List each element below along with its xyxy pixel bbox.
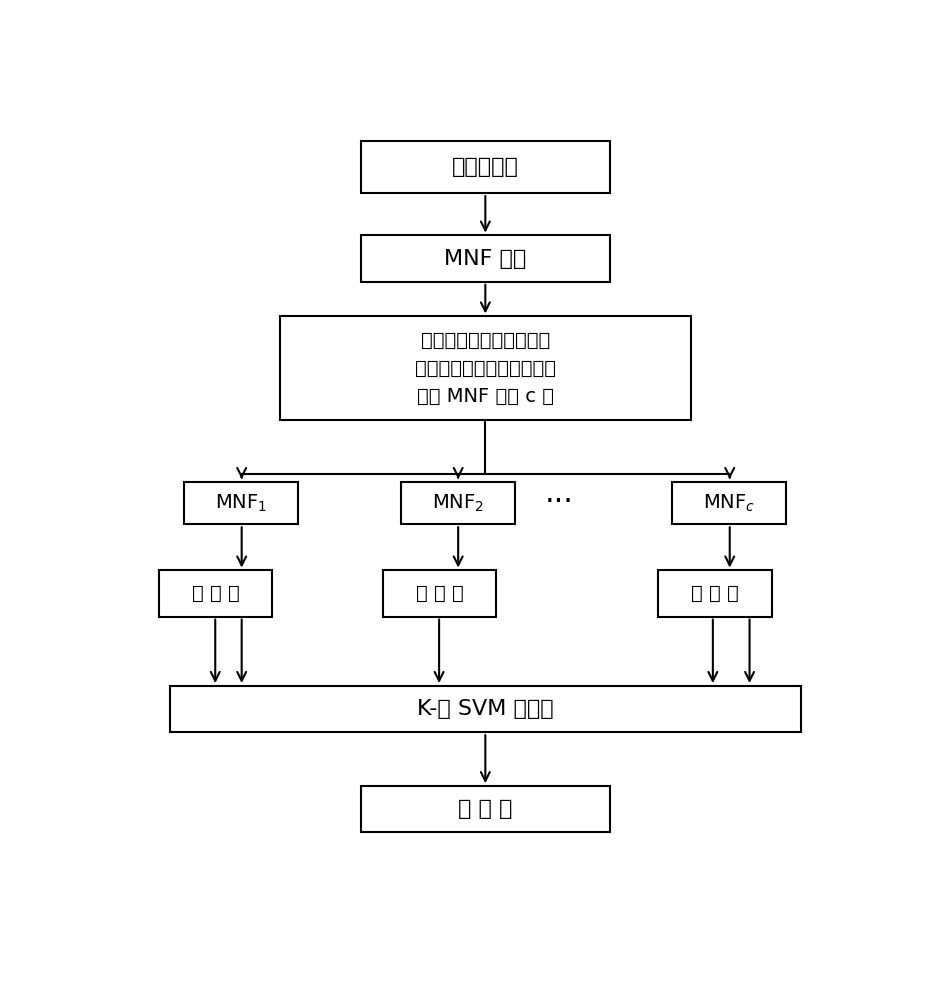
Text: 属 性 滤: 属 性 滤 [416, 584, 463, 603]
Text: 高光谱影像: 高光谱影像 [452, 157, 519, 177]
Text: 依据波段的特征值和相邻
波段特征值的梯度，选择保
留的 MNF 分量 c 个: 依据波段的特征值和相邻 波段特征值的梯度，选择保 留的 MNF 分量 c 个 [415, 331, 556, 406]
FancyBboxPatch shape [280, 316, 691, 420]
FancyBboxPatch shape [658, 570, 772, 617]
FancyBboxPatch shape [361, 786, 610, 832]
Text: MNF 变换: MNF 变换 [444, 249, 527, 269]
FancyBboxPatch shape [383, 570, 496, 617]
FancyBboxPatch shape [185, 482, 298, 524]
Text: MNF$_1$: MNF$_1$ [215, 492, 267, 514]
FancyBboxPatch shape [170, 686, 801, 732]
Text: MNF$_c$: MNF$_c$ [704, 492, 756, 514]
FancyBboxPatch shape [159, 570, 273, 617]
Text: K-型 SVM 分类器: K-型 SVM 分类器 [417, 699, 554, 719]
FancyBboxPatch shape [361, 141, 610, 193]
Text: ···: ··· [545, 488, 573, 517]
FancyBboxPatch shape [672, 482, 786, 524]
FancyBboxPatch shape [401, 482, 515, 524]
FancyBboxPatch shape [361, 235, 610, 282]
Text: 分 类 结: 分 类 结 [458, 799, 512, 819]
Text: 属 性 滤: 属 性 滤 [191, 584, 240, 603]
Text: MNF$_2$: MNF$_2$ [432, 492, 484, 514]
Text: 属 性 滤: 属 性 滤 [690, 584, 739, 603]
